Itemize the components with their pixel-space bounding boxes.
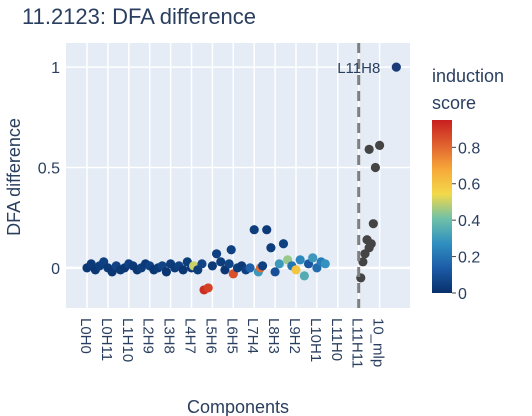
x-tick-label: L7H4 xyxy=(244,318,261,354)
data-point xyxy=(364,144,374,155)
data-point xyxy=(370,162,381,173)
x-tick-label: L10H1 xyxy=(307,318,324,362)
data-point xyxy=(216,257,226,267)
data-point xyxy=(178,265,188,275)
data-point xyxy=(299,271,309,281)
data-point xyxy=(358,257,368,267)
x-tick-label: L0H0 xyxy=(77,318,94,354)
data-point xyxy=(257,261,268,271)
colorbar-tick-labels: 0 0.2 0.4 0.6 0.8 xyxy=(452,140,480,303)
data-point xyxy=(295,255,305,265)
data-point xyxy=(366,239,376,249)
annotation-label: L11H8 xyxy=(337,60,380,77)
data-point xyxy=(308,253,318,263)
x-tick-label: L5H6 xyxy=(202,318,219,354)
colorbar-tick-label: 0.8 xyxy=(458,140,480,157)
data-point xyxy=(203,283,213,293)
colorbar-tick-label: 0.2 xyxy=(458,250,480,267)
colorbar xyxy=(432,120,452,293)
x-tick-label: L9H2 xyxy=(286,318,303,354)
data-point xyxy=(375,140,385,150)
x-tick-label: L11H0 xyxy=(328,318,345,361)
x-tick-label: 10_mlp xyxy=(370,318,387,367)
y-tick-label: 0.5 xyxy=(38,160,60,177)
data-point xyxy=(291,265,301,275)
y-tick-labels: 00.51 xyxy=(38,60,60,278)
data-point xyxy=(278,239,289,249)
colorbar-title-line-1: induction xyxy=(432,66,504,86)
x-tick-label: L8H3 xyxy=(265,318,282,354)
x-axis-title: Components xyxy=(187,397,289,416)
data-point xyxy=(368,219,378,229)
x-tick-label: L6H5 xyxy=(223,318,240,354)
data-point xyxy=(161,267,172,277)
x-tick-label: L1H10 xyxy=(119,318,136,362)
data-point xyxy=(320,259,330,269)
x-tick-label: L11H11 xyxy=(349,318,366,368)
colorbar-tick-label: 0.6 xyxy=(458,177,480,194)
x-tick-label: L3H8 xyxy=(161,318,178,354)
data-point xyxy=(274,259,284,269)
y-axis-title: DFA difference xyxy=(4,118,24,236)
chart-title: 11.2123: DFA difference xyxy=(22,4,256,29)
data-point xyxy=(211,249,222,259)
data-point xyxy=(224,259,234,269)
y-tick-label: 0 xyxy=(51,261,60,278)
data-point xyxy=(207,261,217,271)
data-point xyxy=(245,263,255,273)
data-point xyxy=(197,259,207,269)
x-tick-label: L0H11 xyxy=(98,318,115,361)
x-tick-label: L4H7 xyxy=(182,318,199,354)
data-point xyxy=(249,225,259,235)
y-tick-label: 1 xyxy=(51,60,60,77)
colorbar-title-line-2: score xyxy=(432,93,476,113)
data-point xyxy=(226,245,236,255)
colorbar-tick-label: 0.4 xyxy=(458,213,480,230)
x-tick-labels: L0H0 L0H11 L1H10 L2H9 L3H8 L4H7 L5H6 L6H5 L7H4 L8… xyxy=(77,318,387,368)
data-point xyxy=(391,62,401,72)
colorbar-tick-label: 0 xyxy=(458,286,467,303)
data-point xyxy=(266,243,276,253)
data-point xyxy=(262,225,272,235)
x-tick-label: L2H9 xyxy=(140,318,157,354)
data-point xyxy=(270,267,280,277)
